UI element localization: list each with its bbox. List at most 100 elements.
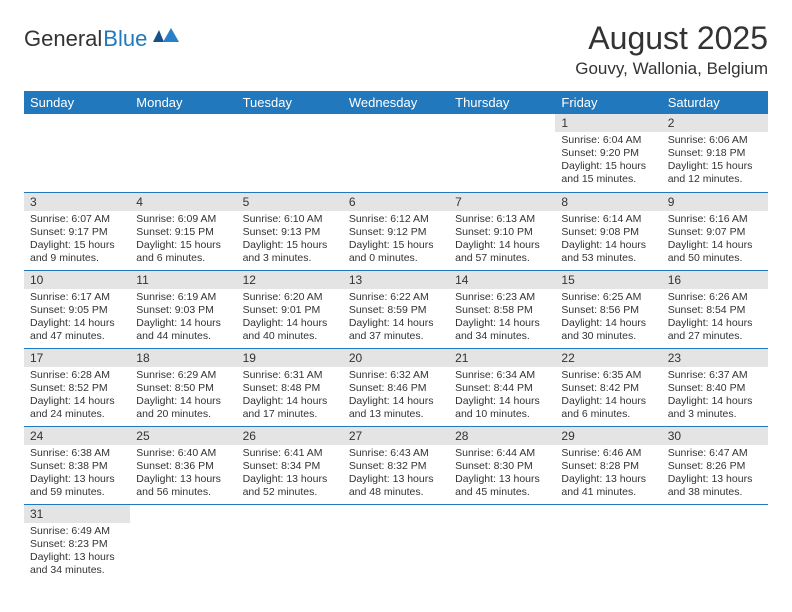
day-number: 28 <box>449 427 555 445</box>
calendar-cell: 30Sunrise: 6:47 AMSunset: 8:26 PMDayligh… <box>662 426 768 504</box>
calendar-cell: 28 Sunrise: 6:44 AMSunset: 8:30 PMDayligh… <box>449 426 555 504</box>
day-number: 31 <box>24 505 130 523</box>
calendar-cell-empty <box>662 504 768 582</box>
daylight-line: Daylight: 14 hours and 53 minutes. <box>561 239 655 265</box>
sunset-line: Sunset: 8:44 PM <box>455 382 549 395</box>
day-details: Sunrise: 6:28 AMSunset: 8:52 PMDaylight:… <box>24 367 130 426</box>
calendar-cell: 10Sunrise: 6:17 AMSunset: 9:05 PMDayligh… <box>24 270 130 348</box>
day-number: 5 <box>237 193 343 211</box>
calendar-row: 10Sunrise: 6:17 AMSunset: 9:05 PMDayligh… <box>24 270 768 348</box>
day-number: 8 <box>555 193 661 211</box>
day-details: Sunrise: 6:25 AMSunset: 8:56 PMDaylight:… <box>555 289 661 348</box>
sunrise-line: Sunrise: 6:44 AM <box>455 447 549 460</box>
sunset-line: Sunset: 8:32 PM <box>349 460 443 473</box>
daylight-line: Daylight: 14 hours and 44 minutes. <box>136 317 230 343</box>
day-details: Sunrise: 6:35 AMSunset: 8:42 PMDaylight:… <box>555 367 661 426</box>
logo: GeneralBlue <box>24 26 179 52</box>
sunrise-line: Sunrise: 6:46 AM <box>561 447 655 460</box>
sunrise-line: Sunrise: 6:49 AM <box>30 525 124 538</box>
day-number: 24 <box>24 427 130 445</box>
sunset-line: Sunset: 9:03 PM <box>136 304 230 317</box>
calendar-cell-empty <box>555 504 661 582</box>
day-number: 16 <box>662 271 768 289</box>
day-number: 17 <box>24 349 130 367</box>
sunrise-line: Sunrise: 6:34 AM <box>455 369 549 382</box>
day-number: 25 <box>130 427 236 445</box>
daylight-line: Daylight: 13 hours and 59 minutes. <box>30 473 124 499</box>
sunrise-line: Sunrise: 6:13 AM <box>455 213 549 226</box>
daylight-line: Daylight: 15 hours and 3 minutes. <box>243 239 337 265</box>
calendar-cell: 27Sunrise: 6:43 AMSunset: 8:32 PMDayligh… <box>343 426 449 504</box>
sunset-line: Sunset: 8:38 PM <box>30 460 124 473</box>
title-block: August 2025 Gouvy, Wallonia, Belgium <box>575 20 768 79</box>
day-details: Sunrise: 6:22 AMSunset: 8:59 PMDaylight:… <box>343 289 449 348</box>
day-details: Sunrise: 6:37 AMSunset: 8:40 PMDaylight:… <box>662 367 768 426</box>
calendar-cell: 9Sunrise: 6:16 AMSunset: 9:07 PMDaylight… <box>662 192 768 270</box>
sunset-line: Sunset: 8:36 PM <box>136 460 230 473</box>
calendar-cell: 7Sunrise: 6:13 AMSunset: 9:10 PMDaylight… <box>449 192 555 270</box>
dayofweek-header: Thursday <box>449 91 555 114</box>
sunrise-line: Sunrise: 6:28 AM <box>30 369 124 382</box>
day-number: 6 <box>343 193 449 211</box>
day-details: Sunrise: 6:12 AMSunset: 9:12 PMDaylight:… <box>343 211 449 270</box>
calendar-cell-empty <box>237 504 343 582</box>
sunset-line: Sunset: 8:40 PM <box>668 382 762 395</box>
daylight-line: Daylight: 13 hours and 41 minutes. <box>561 473 655 499</box>
sunrise-line: Sunrise: 6:10 AM <box>243 213 337 226</box>
sunset-line: Sunset: 9:13 PM <box>243 226 337 239</box>
daylight-line: Daylight: 14 hours and 20 minutes. <box>136 395 230 421</box>
calendar-cell-empty <box>24 114 130 192</box>
calendar-cell-empty <box>130 114 236 192</box>
sunrise-line: Sunrise: 6:31 AM <box>243 369 337 382</box>
calendar-cell: 13Sunrise: 6:22 AMSunset: 8:59 PMDayligh… <box>343 270 449 348</box>
day-details: Sunrise: 6:23 AMSunset: 8:58 PMDaylight:… <box>449 289 555 348</box>
day-number: 3 <box>24 193 130 211</box>
month-title: August 2025 <box>575 20 768 57</box>
sunset-line: Sunset: 9:10 PM <box>455 226 549 239</box>
daylight-line: Daylight: 13 hours and 45 minutes. <box>455 473 549 499</box>
sunrise-line: Sunrise: 6:29 AM <box>136 369 230 382</box>
sunset-line: Sunset: 8:26 PM <box>668 460 762 473</box>
calendar-cell: 4Sunrise: 6:09 AMSunset: 9:15 PMDaylight… <box>130 192 236 270</box>
sunset-line: Sunset: 9:17 PM <box>30 226 124 239</box>
sunrise-line: Sunrise: 6:14 AM <box>561 213 655 226</box>
day-number: 1 <box>555 114 661 132</box>
calendar-row: 3 Sunrise: 6:07 AMSunset: 9:17 PM Daylight… <box>24 192 768 270</box>
calendar-cell-empty <box>130 504 236 582</box>
dayofweek-header: Monday <box>130 91 236 114</box>
day-number: 11 <box>130 271 236 289</box>
daylight-line: Daylight: 15 hours and 12 minutes. <box>668 160 762 186</box>
daylight-line: Daylight: 14 hours and 50 minutes. <box>668 239 762 265</box>
sunrise-line: Sunrise: 6:41 AM <box>243 447 337 460</box>
sunrise-line: Sunrise: 6:07 AM <box>30 213 124 226</box>
sunset-line: Sunset: 8:48 PM <box>243 382 337 395</box>
daylight-line: Daylight: 14 hours and 34 minutes. <box>455 317 549 343</box>
calendar-cell-empty <box>237 114 343 192</box>
day-number: 21 <box>449 349 555 367</box>
dayofweek-header: Wednesday <box>343 91 449 114</box>
calendar-cell: 3Sunrise: 6:07 AMSunset: 9:17 PMDaylight… <box>24 192 130 270</box>
dayofweek-header: Friday <box>555 91 661 114</box>
daylight-line: Daylight: 14 hours and 3 minutes. <box>668 395 762 421</box>
daylight-line: Daylight: 14 hours and 40 minutes. <box>243 317 337 343</box>
calendar-cell: 21Sunrise: 6:34 AMSunset: 8:44 PMDayligh… <box>449 348 555 426</box>
day-number: 4 <box>130 193 236 211</box>
day-details: Sunrise: 6:34 AMSunset: 8:44 PMDaylight:… <box>449 367 555 426</box>
sunset-line: Sunset: 8:50 PM <box>136 382 230 395</box>
day-details: Sunrise: 6:49 AMSunset: 8:23 PMDaylight:… <box>24 523 130 582</box>
sunset-line: Sunset: 8:58 PM <box>455 304 549 317</box>
daylight-line: Daylight: 13 hours and 34 minutes. <box>30 551 124 577</box>
sunrise-line: Sunrise: 6:43 AM <box>349 447 443 460</box>
day-details: Sunrise: 6:41 AMSunset: 8:34 PMDaylight:… <box>237 445 343 504</box>
sunset-line: Sunset: 8:30 PM <box>455 460 549 473</box>
day-number: 30 <box>662 427 768 445</box>
dayofweek-header-row: SundayMondayTuesdayWednesdayThursdayFrid… <box>24 91 768 114</box>
calendar-cell: 2Sunrise: 6:06 AMSunset: 9:18 PMDaylight… <box>662 114 768 192</box>
calendar: SundayMondayTuesdayWednesdayThursdayFrid… <box>24 91 768 582</box>
calendar-cell: 22Sunrise: 6:35 AMSunset: 8:42 PMDayligh… <box>555 348 661 426</box>
sunset-line: Sunset: 9:20 PM <box>561 147 655 160</box>
calendar-cell: 19Sunrise: 6:31 AMSunset: 8:48 PMDayligh… <box>237 348 343 426</box>
day-number: 23 <box>662 349 768 367</box>
dayofweek-header: Tuesday <box>237 91 343 114</box>
day-number: 19 <box>237 349 343 367</box>
